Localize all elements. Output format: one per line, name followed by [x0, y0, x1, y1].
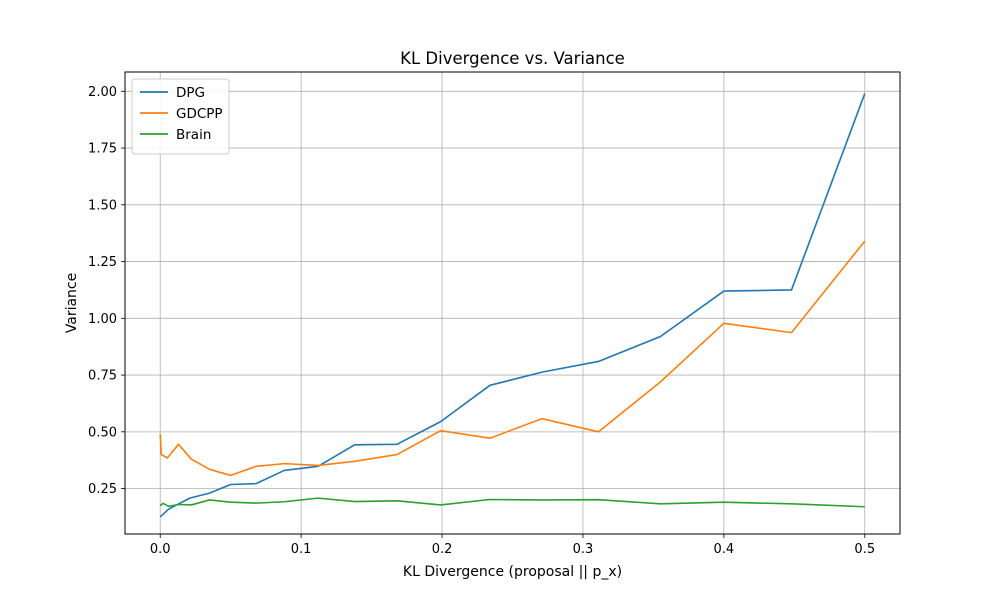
x-tick-label: 0.5 — [854, 542, 875, 557]
y-axis-ticks: 0.25 0.50 0.75 1.00 1.25 1.50 1.75 2.00 — [88, 85, 125, 497]
y-tick-label: 1.25 — [88, 255, 117, 270]
series-line-dpg — [159, 93, 866, 518]
x-tick-label: 0.1 — [291, 542, 312, 557]
y-tick-label: 0.50 — [88, 425, 117, 440]
legend-label-gdcpp: GDCPP — [176, 106, 223, 122]
x-tick-label: 0.0 — [150, 542, 171, 557]
y-tick-label: 1.00 — [88, 312, 117, 327]
x-tick-label: 0.3 — [573, 542, 594, 557]
x-tick-label: 0.4 — [714, 542, 735, 557]
legend-label-dpg: DPG — [176, 85, 205, 101]
y-tick-label: 1.50 — [88, 198, 117, 213]
x-tick-label: 0.2 — [432, 542, 453, 557]
chart-title: KL Divergence vs. Variance — [400, 49, 625, 68]
legend-label-brain: Brain — [176, 127, 211, 143]
plot-frame — [124, 71, 901, 535]
legend-box — [131, 78, 230, 155]
legend: DPG GDCPP Brain — [131, 78, 230, 155]
y-axis-label: Variance — [64, 273, 80, 333]
y-tick-label: 2.00 — [88, 85, 117, 100]
y-tick-label: 0.75 — [88, 369, 117, 384]
grid — [125, 72, 900, 534]
series-lines — [159, 93, 866, 518]
series-line-brain — [159, 497, 865, 508]
y-tick-label: 1.75 — [88, 142, 117, 157]
series-line-gdcpp — [159, 240, 866, 477]
y-tick-label: 0.25 — [88, 482, 117, 497]
x-axis-label: KL Divergence (proposal || p_x) — [403, 564, 622, 580]
x-axis-ticks: 0.0 0.1 0.2 0.3 0.4 0.5 — [150, 534, 875, 557]
